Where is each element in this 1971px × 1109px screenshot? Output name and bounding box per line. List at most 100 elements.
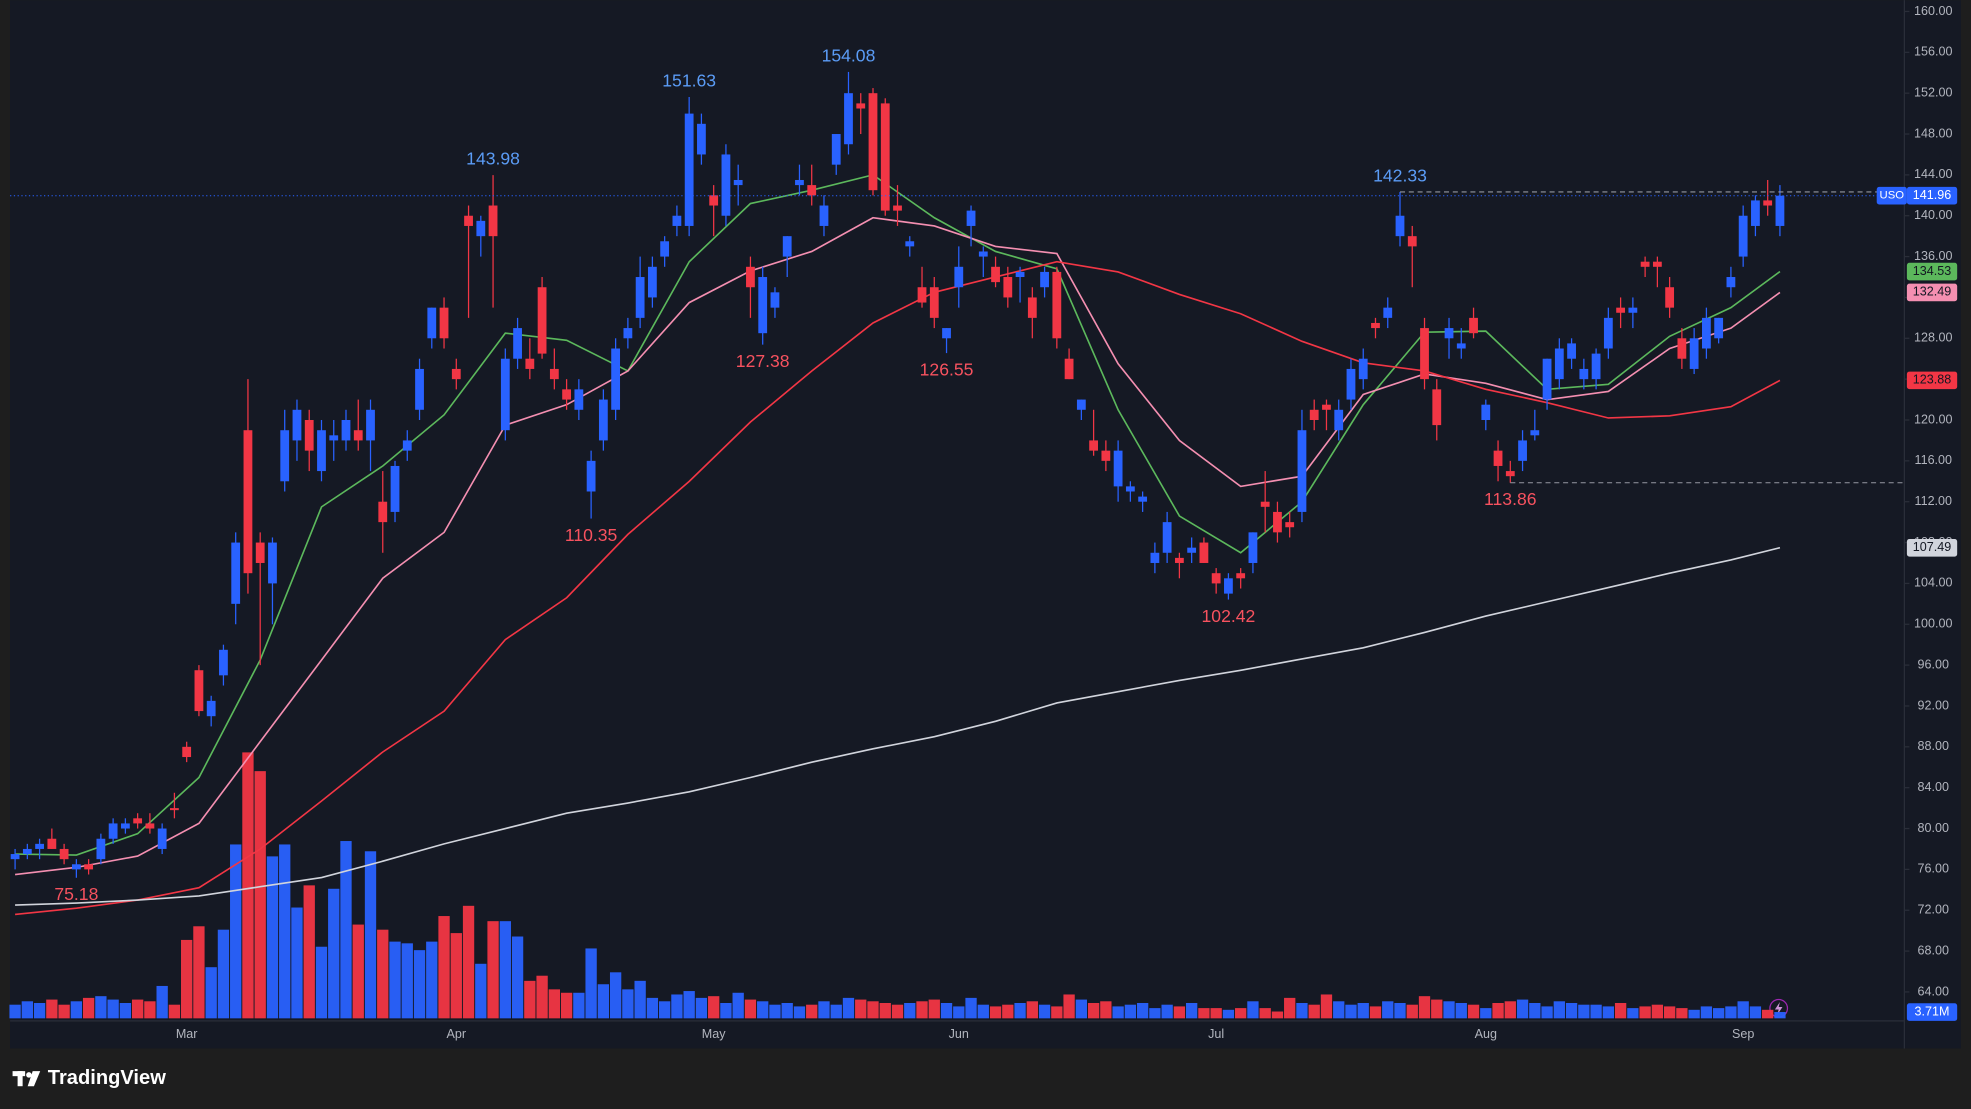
volume-bar	[1627, 1008, 1639, 1019]
volume-bar	[156, 985, 168, 1019]
candle-body	[991, 266, 1000, 283]
volume-bar	[144, 1001, 156, 1019]
candle-body	[709, 195, 719, 206]
volume-bar	[1210, 1008, 1222, 1019]
candle-body	[1162, 522, 1172, 553]
volume-bar	[33, 1002, 46, 1019]
volume-bar	[1651, 1004, 1664, 1019]
volume-bar	[462, 905, 475, 1019]
volume-bar	[695, 997, 708, 1019]
candle-body	[1775, 195, 1785, 226]
volume-bar	[1026, 1001, 1038, 1019]
volume-bar	[21, 1001, 33, 1019]
volume-bar	[254, 771, 266, 1019]
volume-bar	[266, 856, 279, 1019]
candle-body	[366, 409, 375, 441]
x-tick-label: Apr	[447, 1027, 467, 1041]
candle-body	[586, 460, 596, 492]
volume-bar	[1394, 1002, 1406, 1019]
volume-bar	[389, 941, 401, 1019]
y-tick-label: 112.00	[1915, 494, 1953, 508]
candle-body	[1407, 236, 1417, 247]
candle-body	[1420, 328, 1429, 380]
x-tick-label: Jun	[949, 1027, 969, 1041]
extreme-label: 127.38	[736, 351, 790, 371]
volume-bar	[475, 963, 487, 1019]
candle-body	[966, 210, 976, 226]
volume-bar	[1271, 1011, 1284, 1019]
candle-body	[562, 389, 571, 400]
volume-bar	[438, 916, 450, 1019]
price-badge	[1906, 186, 1958, 205]
volume-badge-label: 3.71M	[1915, 1004, 1950, 1018]
chart-area	[10, 0, 1961, 1049]
candles	[10, 71, 1785, 878]
volume-bar	[1406, 1004, 1418, 1019]
x-tick-label: May	[702, 1027, 726, 1041]
y-tick-label: 92.00	[1918, 698, 1949, 712]
extreme-label: 151.63	[662, 71, 716, 91]
y-tick-label: 100.00	[1914, 617, 1952, 631]
y-tick-label: 136.00	[1914, 249, 1952, 263]
candle-body	[611, 348, 621, 410]
candle-body	[292, 409, 302, 441]
volume-bar	[119, 1002, 132, 1019]
moving-average-line	[14, 216, 1781, 876]
candle-body	[525, 358, 535, 369]
candle-body	[1444, 328, 1454, 339]
volume-bar	[953, 1006, 965, 1019]
y-tick-label: 72.00	[1918, 903, 1949, 917]
volume-bar	[1345, 1004, 1357, 1019]
candle-body	[1616, 307, 1626, 313]
brand: TradingView	[48, 1067, 166, 1089]
candle-body	[1579, 368, 1589, 380]
volume-bar	[487, 921, 499, 1019]
volume-bar	[1284, 997, 1296, 1019]
candle-body	[243, 430, 253, 574]
candle-body	[1150, 552, 1160, 563]
volume-bar	[1676, 1008, 1688, 1019]
volume-bar	[1320, 994, 1333, 1019]
candle-body	[353, 430, 363, 441]
candle-body	[378, 501, 388, 523]
extreme-label: 75.18	[54, 884, 98, 904]
y-tick-label: 76.00	[1918, 862, 1949, 876]
volume-badge	[1906, 1003, 1958, 1021]
candle-body	[1101, 450, 1111, 461]
candle-body	[844, 93, 853, 145]
volume-bar	[1369, 1006, 1382, 1019]
volume-bar	[560, 992, 573, 1019]
volume-bar	[230, 844, 242, 1019]
volume-bar	[940, 1002, 953, 1019]
candle-body	[1015, 271, 1025, 278]
volume-bar	[536, 975, 548, 1019]
candle-body	[1640, 261, 1650, 267]
y-tick-label: 80.00	[1918, 821, 1949, 835]
candle-body	[317, 430, 326, 472]
volume-bar	[1639, 1006, 1651, 1019]
volume-bar	[1308, 1004, 1320, 1019]
volume-bar	[1333, 1001, 1345, 1019]
volume-bar	[977, 1004, 989, 1019]
volume-bar	[1565, 1002, 1578, 1019]
y-tick-label: 120.00	[1914, 412, 1952, 426]
volume-bar	[131, 999, 144, 1019]
extreme-label: 142.33	[1373, 165, 1427, 185]
candle-body	[697, 123, 706, 155]
volume-bar	[1222, 1009, 1235, 1019]
ma-badge	[1906, 371, 1958, 390]
ma-badge-label: 134.53	[1913, 264, 1951, 278]
candle-body	[464, 215, 473, 226]
candle-body	[402, 440, 412, 451]
candle-body	[672, 215, 682, 226]
symbol-label: USO	[1880, 190, 1905, 202]
candle-body	[439, 307, 449, 339]
volume-bar	[1161, 1004, 1173, 1019]
candle-body	[819, 205, 829, 226]
volume-bar	[793, 1006, 806, 1019]
candle-body	[1346, 368, 1356, 400]
candle-body	[1113, 450, 1123, 487]
candle-body	[1554, 348, 1564, 380]
candle-body	[1518, 440, 1527, 461]
candle-body	[341, 419, 351, 441]
